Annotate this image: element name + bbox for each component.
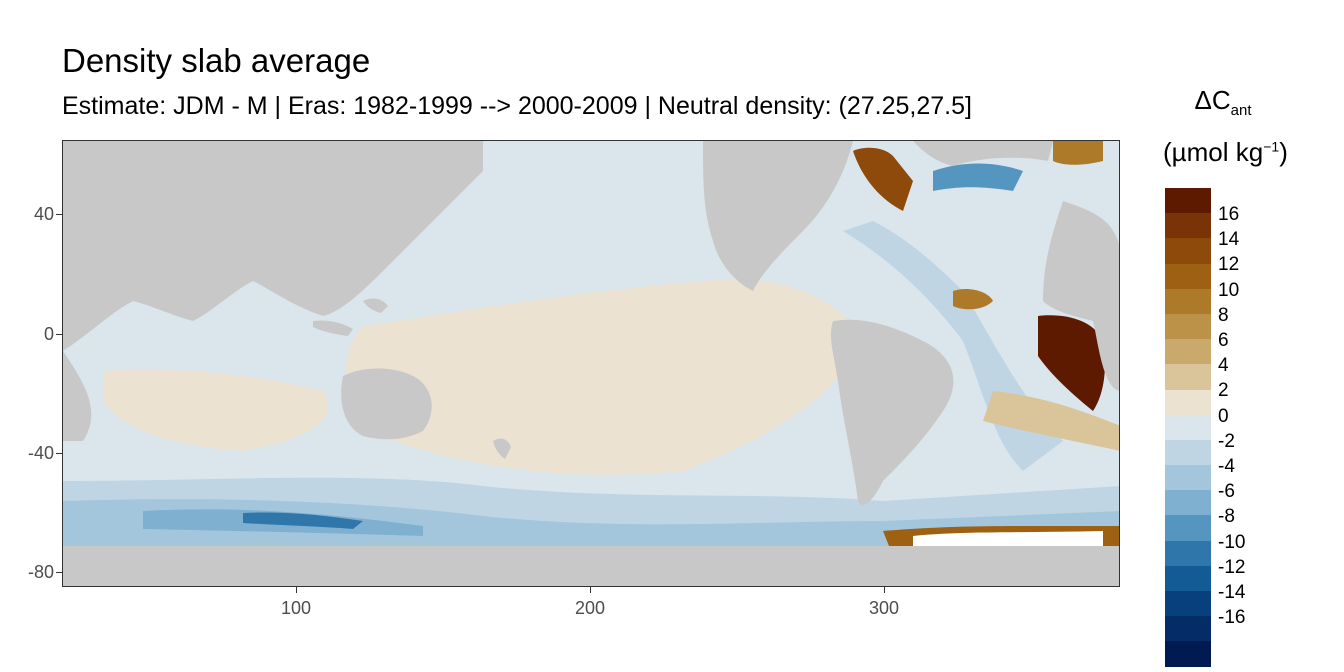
africa-east (63, 351, 92, 441)
legend-swatch (1165, 313, 1211, 340)
legend-label: 8 (1218, 304, 1229, 326)
south-atlantic-positive (983, 391, 1119, 451)
legend-swatch (1165, 414, 1211, 440)
new-zealand (493, 438, 511, 459)
borneo (363, 298, 388, 313)
indonesia (313, 320, 353, 336)
ocean-map (63, 141, 1119, 586)
y-tick-label: 0 (43, 324, 54, 344)
legend-swatch (1165, 188, 1211, 214)
x-tick-mark (884, 587, 885, 593)
x-tick-label: 300 (868, 598, 900, 618)
southern-ocean-band-2 (63, 499, 1119, 546)
eurasia (63, 141, 483, 351)
legend-color-bar (1165, 188, 1211, 667)
legend-swatch (1165, 490, 1211, 516)
legend-swatch (1165, 339, 1211, 365)
east-atlantic-max (1038, 315, 1105, 411)
legend-swatch (1165, 439, 1211, 466)
y-tick-label: 40 (33, 204, 54, 224)
southern-ocean-band-4 (243, 512, 363, 529)
x-tick-label: 200 (574, 598, 606, 618)
legend-swatch (1165, 616, 1211, 642)
legend-label: 12 (1218, 254, 1240, 276)
x-tick-mark (296, 587, 297, 593)
x-tick-mark (590, 587, 591, 593)
legend-swatch (1165, 641, 1211, 667)
y-tick-label: -80 (27, 562, 54, 582)
legend-label: -14 (1218, 582, 1246, 603)
y-tick-mark (56, 453, 62, 454)
legend-label: -4 (1218, 456, 1235, 477)
south-america (830, 319, 954, 505)
map-panel (62, 140, 1120, 587)
y-tick-mark (56, 572, 62, 573)
chart-title: Density slab average (62, 42, 371, 79)
x-tick-label: 100 (280, 598, 312, 618)
atlantic-positive-patch (953, 289, 993, 310)
greenland (913, 141, 1053, 166)
legend-label: -10 (1218, 531, 1246, 553)
legend-swatch (1165, 515, 1211, 541)
north-atlantic-negative (933, 163, 1023, 191)
chart-subtitle: Estimate: JDM - M | Eras: 1982-1999 --> … (62, 92, 972, 120)
legend-swatch (1165, 288, 1211, 314)
legend-label: 10 (1218, 279, 1240, 301)
legend-label: 16 (1218, 204, 1240, 225)
legend-label: 6 (1218, 330, 1229, 351)
legend-swatch (1165, 213, 1211, 239)
legend-swatch (1165, 389, 1211, 415)
legend-title: ΔCant (1194, 85, 1252, 120)
legend-label: 2 (1218, 380, 1229, 402)
legend-label: -2 (1218, 430, 1235, 452)
legend-label: 4 (1218, 355, 1229, 377)
antarctica (63, 546, 1119, 586)
legend-swatch (1165, 465, 1211, 491)
legend-unit: (µmol kg−1) (1163, 137, 1288, 167)
legend-swatch (1165, 263, 1211, 289)
legend-label: -8 (1218, 506, 1235, 528)
legend-label: -6 (1218, 481, 1235, 503)
africa-west (1043, 201, 1119, 391)
y-tick-mark (56, 214, 62, 215)
legend-label: -12 (1218, 556, 1246, 578)
north-america (703, 141, 853, 291)
legend-swatch (1165, 364, 1211, 390)
legend-swatch (1165, 591, 1211, 617)
y-tick-mark (56, 334, 62, 335)
legend-swatch (1165, 238, 1211, 264)
legend-label: -16 (1218, 607, 1246, 629)
legend-swatch (1165, 540, 1211, 566)
y-tick-label: -40 (27, 443, 54, 463)
legend-label: 14 (1218, 229, 1240, 251)
indian-positive-region (103, 369, 329, 451)
australia (341, 368, 432, 440)
legend-label: 0 (1218, 405, 1229, 427)
legend-swatch (1165, 565, 1211, 591)
land-masses (63, 141, 1119, 586)
nordic-positive (1053, 141, 1103, 165)
pacific-positive-region (346, 279, 863, 475)
labrador-positive (853, 147, 913, 211)
